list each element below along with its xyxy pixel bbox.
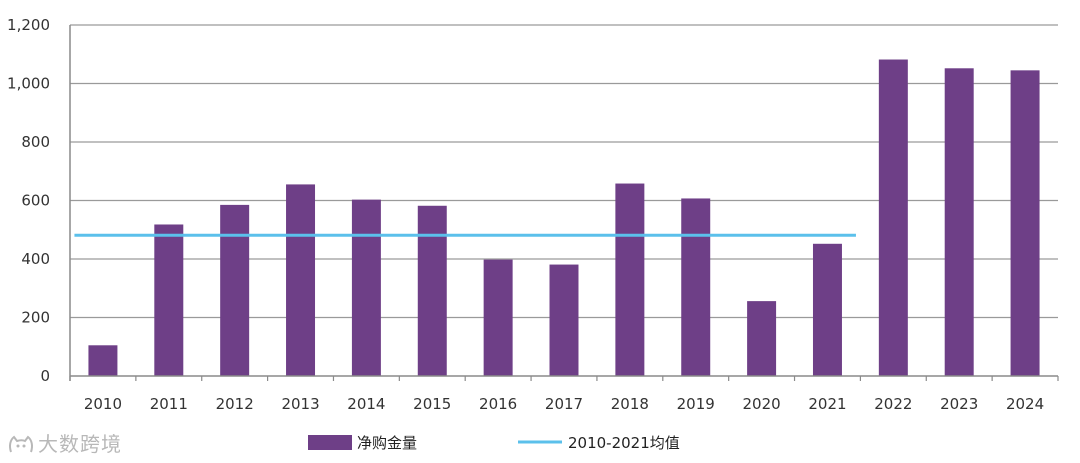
legend-label-bar: 净购金量 (357, 434, 417, 452)
bar-2024 (1010, 70, 1040, 377)
bar-2015 (417, 205, 447, 376)
watermark: 大数跨境 (8, 428, 122, 457)
bar-2011 (154, 224, 184, 376)
bar-2022 (878, 59, 908, 376)
x-tick-label: 2023 (940, 395, 978, 413)
bar-2021 (812, 243, 842, 376)
x-tick-label: 2024 (1006, 395, 1044, 413)
y-axis-ticks: 0 200 400 600 800 1,000 1,200 (7, 16, 50, 385)
x-tick-label: 2021 (808, 395, 846, 413)
legend-swatch-bar (308, 435, 352, 450)
y-tick-label: 200 (21, 309, 50, 327)
x-tick-label: 2020 (743, 395, 781, 413)
bar-2023 (944, 68, 974, 376)
bar-2010 (88, 345, 118, 376)
bar-2013 (286, 184, 316, 376)
y-tick-label: 1,000 (7, 75, 50, 93)
y-tick-label: 800 (21, 133, 50, 151)
bar-2018 (615, 183, 645, 376)
bar-2019 (681, 198, 711, 376)
x-tick-label: 2019 (677, 395, 715, 413)
x-tick-label: 2022 (874, 395, 912, 413)
x-tick-label: 2013 (281, 395, 319, 413)
x-tick-label: 2012 (216, 395, 254, 413)
bar-2012 (220, 204, 250, 376)
x-tick-label: 2015 (413, 395, 451, 413)
bar-2017 (549, 264, 579, 376)
y-tick-label: 0 (40, 367, 50, 385)
cat-logo-icon (9, 435, 33, 453)
x-tick-label: 2011 (150, 395, 188, 413)
bar-2016 (483, 259, 513, 376)
x-tick-label: 2016 (479, 395, 517, 413)
x-tick-label: 2014 (347, 395, 385, 413)
bar-2014 (351, 199, 381, 376)
y-tick-label: 400 (21, 250, 50, 268)
x-tick-label: 2010 (84, 395, 122, 413)
bar-2020 (747, 301, 777, 376)
x-axis: 2010 2011 2012 2013 2014 2015 2016 2017 2018 2019… (69, 25, 1059, 413)
x-tick-label: 2017 (545, 395, 583, 413)
x-tick-label: 2018 (611, 395, 649, 413)
legend-label-line: 2010-2021均值 (568, 434, 680, 452)
y-tick-label: 600 (21, 192, 50, 210)
y-tick-label: 1,200 (7, 16, 50, 34)
bars (88, 59, 1040, 377)
legend: 净购金量 2010-2021均值 (308, 434, 680, 452)
watermark-text: 大数跨境 (38, 432, 122, 456)
